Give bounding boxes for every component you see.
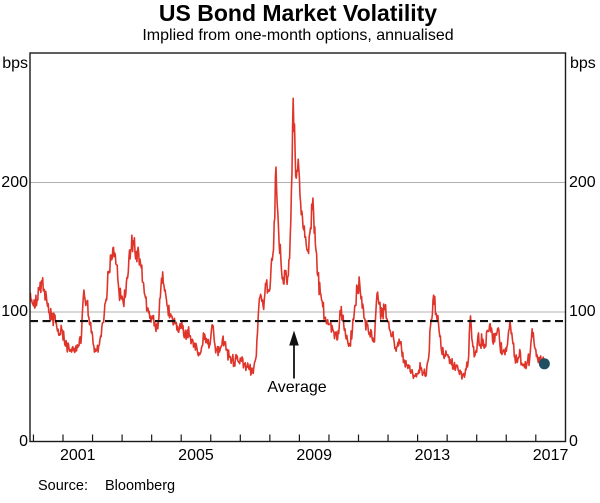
plot-frame <box>29 52 567 443</box>
y-axis-label-right-200: 200 <box>569 173 596 191</box>
x-axis-label-2017: 2017 <box>532 447 569 464</box>
left-axis-unit-label: bps <box>2 55 28 72</box>
x-axis-label-2013: 2013 <box>414 447 451 464</box>
y-axis-label-left-200: 200 <box>1 173 28 191</box>
chart-title: US Bond Market Volatility <box>158 0 438 26</box>
x-axis-label-2001: 2001 <box>59 447 96 464</box>
y-axis-label-left-100: 100 <box>1 303 28 320</box>
latest-observation-dot <box>538 358 550 370</box>
volatility-line-series <box>30 97 546 380</box>
chart-subtitle: Implied from one-month options, annualis… <box>142 27 454 44</box>
y-axis-label-right-100: 100 <box>569 303 596 320</box>
source-text: Bloomberg <box>104 478 176 494</box>
right-axis-unit-label: bps <box>570 55 596 72</box>
x-axis-label-2009: 2009 <box>296 447 332 464</box>
x-axis-label-2005: 2005 <box>178 447 214 464</box>
y-axis-label-right-0: 0 <box>569 432 578 450</box>
source-prefix: Source: <box>38 478 88 494</box>
average-annotation-label: Average <box>267 379 327 396</box>
arrow-up-icon <box>289 330 299 346</box>
y-axis-label-left-0: 0 <box>19 432 28 450</box>
source-note: Source: Bloomberg <box>38 478 175 494</box>
